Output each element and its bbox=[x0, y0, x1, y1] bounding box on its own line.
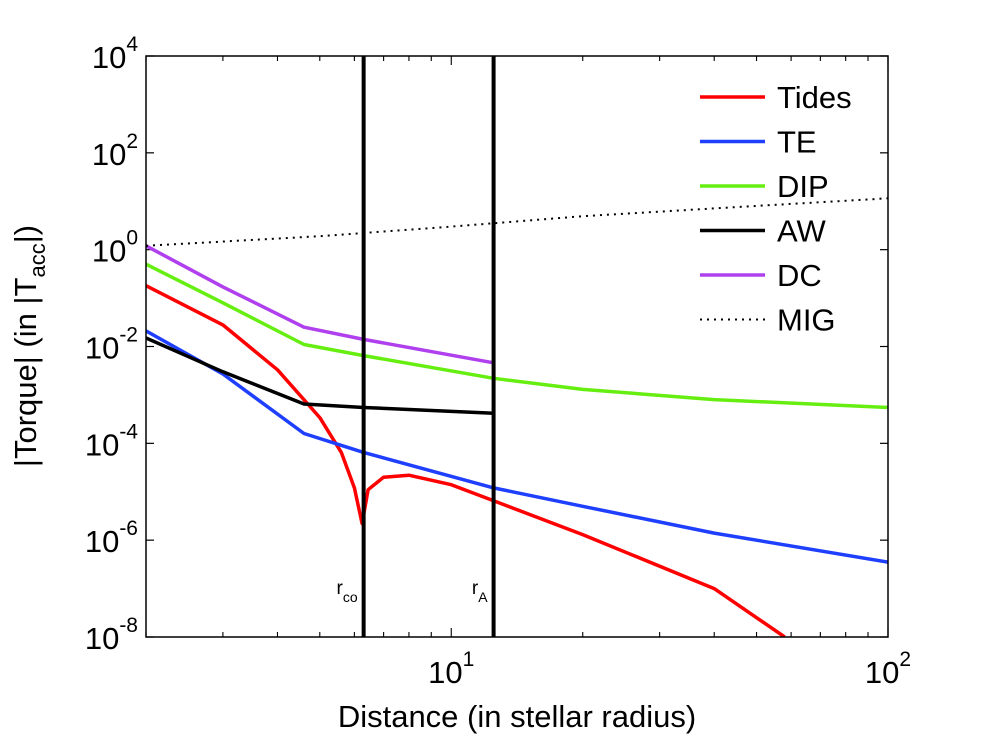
vline-label-base: r bbox=[337, 578, 344, 599]
series-tides-line bbox=[146, 284, 786, 637]
legend-label-aw: AW bbox=[777, 214, 827, 249]
y-tick-base: 10 bbox=[85, 331, 119, 366]
y-tick-label: 100 bbox=[92, 227, 138, 269]
legend-label-te: TE bbox=[777, 125, 817, 160]
y-axis-label-sub: acc bbox=[25, 243, 50, 277]
y-tick-exponent: 2 bbox=[126, 130, 138, 153]
vline-label-sub: A bbox=[478, 589, 488, 605]
y-axis-label: |Torque| (in |Tacc|) bbox=[8, 225, 50, 467]
y-tick-base: 10 bbox=[85, 524, 119, 559]
vline-label-base: r bbox=[472, 578, 479, 599]
series-dc-line bbox=[146, 244, 494, 365]
y-tick-exponent: 0 bbox=[126, 227, 138, 250]
x-tick-base: 10 bbox=[428, 655, 462, 690]
plot-frame bbox=[145, 55, 889, 638]
y-tick-label: 104 bbox=[92, 33, 138, 75]
legend-label-dc: DC bbox=[777, 258, 822, 293]
y-tick-label: 10-6 bbox=[85, 517, 138, 559]
vline-label-sub: co bbox=[343, 589, 358, 605]
y-tick-base: 10 bbox=[85, 621, 119, 656]
vline-label-co: rco bbox=[337, 578, 358, 605]
y-tick-label: 102 bbox=[92, 130, 138, 172]
legend: Tides TE DIP AW DC MIG bbox=[700, 80, 852, 338]
series-layer bbox=[146, 197, 888, 637]
y-tick-exponent: -4 bbox=[119, 420, 138, 443]
series-dip-line bbox=[146, 262, 888, 410]
y-axis-label-end: |) bbox=[8, 225, 43, 243]
x-tick-exponent: 2 bbox=[899, 648, 911, 671]
series-aw-line bbox=[146, 336, 494, 415]
y-tick-label: 10-4 bbox=[85, 420, 138, 462]
series-mig-line bbox=[146, 197, 888, 247]
x-tick-label: 102 bbox=[865, 648, 911, 690]
y-tick-label: 10-2 bbox=[85, 324, 138, 366]
y-tick-label: 10-8 bbox=[85, 614, 138, 656]
y-tick-exponent: -8 bbox=[119, 614, 138, 637]
ticks bbox=[145, 55, 889, 638]
y-tick-base: 10 bbox=[92, 40, 126, 75]
vlines-layer: rco rA bbox=[337, 56, 496, 637]
legend-label-mig: MIG bbox=[777, 303, 836, 338]
series-te-line bbox=[146, 329, 888, 564]
x-axis-label: Distance (in stellar radius) bbox=[338, 699, 696, 734]
y-tick-exponent: -6 bbox=[119, 517, 138, 540]
x-tick-base: 10 bbox=[865, 655, 899, 690]
y-tick-exponent: 4 bbox=[126, 33, 138, 56]
y-axis-label-main: |Torque| (in |T bbox=[8, 277, 43, 467]
x-tick-exponent: 1 bbox=[463, 648, 475, 671]
y-tick-base: 10 bbox=[92, 234, 126, 269]
y-tick-base: 10 bbox=[92, 137, 126, 172]
vline-label-a: rA bbox=[472, 578, 488, 605]
legend-label-dip: DIP bbox=[777, 169, 829, 204]
x-tick-label: 101 bbox=[428, 648, 474, 690]
legend-label-tides: Tides bbox=[777, 80, 852, 115]
y-tick-base: 10 bbox=[85, 427, 119, 462]
y-tick-exponent: -2 bbox=[119, 324, 138, 347]
